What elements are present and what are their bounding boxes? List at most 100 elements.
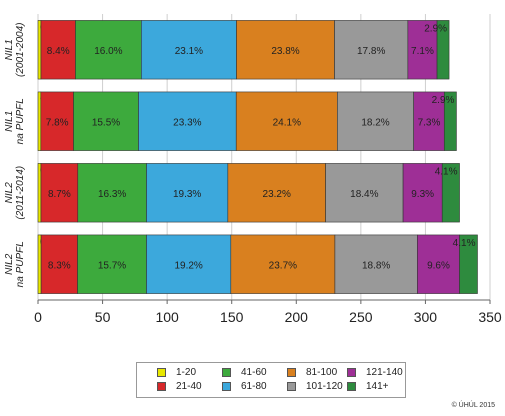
legend-swatch bbox=[347, 368, 356, 377]
data-label: 23.1% bbox=[175, 46, 203, 57]
legend-swatch bbox=[222, 368, 231, 377]
bar-segment bbox=[138, 91, 237, 151]
bars-group: 0.9%8.4%16.0%23.1%23.8%17.8%7.1%2.9%0.8%… bbox=[37, 20, 478, 294]
data-label: 23.7% bbox=[269, 260, 297, 271]
data-label: 19.2% bbox=[174, 260, 202, 271]
category-label: NIL2 bbox=[4, 253, 15, 275]
data-label: 2.9% bbox=[424, 23, 447, 34]
legend-item: 41-60 bbox=[222, 367, 267, 378]
category-label: na PUPFL bbox=[15, 241, 26, 287]
x-axis-label: zásoba dříví [m³/ha b.k.] bbox=[200, 329, 329, 330]
legend-label: 101-120 bbox=[306, 381, 343, 392]
legend-swatch bbox=[287, 368, 296, 377]
bar-segment bbox=[77, 163, 147, 223]
data-label: 19.3% bbox=[173, 189, 201, 200]
data-label: 16.0% bbox=[94, 46, 122, 57]
copyright: © ÚHÚL 2015 bbox=[451, 402, 495, 409]
bar-segment bbox=[417, 234, 460, 294]
category-label: NIL1 bbox=[4, 39, 15, 60]
bar-segment bbox=[73, 91, 139, 151]
bar-segment bbox=[40, 234, 78, 294]
data-label: 15.7% bbox=[98, 260, 126, 271]
data-label: 4.1% bbox=[435, 166, 458, 177]
legend-item: 141+ bbox=[347, 381, 389, 392]
bar-segment bbox=[334, 20, 409, 80]
data-label: 7.8% bbox=[46, 117, 69, 128]
x-tick-label: 250 bbox=[349, 309, 373, 325]
legend-label: 1-20 bbox=[176, 367, 197, 378]
category-label: NIL2 bbox=[4, 182, 15, 204]
data-label: 8.4% bbox=[47, 46, 70, 57]
legend-item: 21-40 bbox=[157, 381, 202, 392]
bar-segment bbox=[441, 163, 460, 223]
bar-segment bbox=[436, 20, 450, 80]
legend-item: 1-20 bbox=[157, 367, 196, 378]
bar-segment bbox=[77, 234, 147, 294]
data-label: 23.2% bbox=[263, 189, 291, 200]
bar-segment bbox=[402, 163, 443, 223]
data-label: 9.6% bbox=[427, 260, 450, 271]
category-label: (2001-2004) bbox=[15, 23, 26, 77]
x-tick-label: 350 bbox=[478, 309, 502, 325]
bar-segment bbox=[141, 20, 237, 80]
data-label: 9.3% bbox=[411, 189, 434, 200]
legend-label: 61-80 bbox=[241, 381, 267, 392]
legend-swatch bbox=[347, 382, 356, 391]
data-label: 23.3% bbox=[173, 117, 201, 128]
legend-label: 41-60 bbox=[241, 367, 267, 378]
legend-swatch bbox=[222, 382, 231, 391]
bar-segment bbox=[146, 234, 232, 294]
legend-label: 81-100 bbox=[306, 367, 338, 378]
legend-label: 141+ bbox=[366, 381, 389, 392]
bar-segment bbox=[337, 91, 414, 151]
data-label: 16.3% bbox=[98, 189, 126, 200]
data-label: 7.1% bbox=[411, 46, 434, 57]
legend-item: 121-140 bbox=[347, 367, 403, 378]
x-tick-label: 150 bbox=[220, 309, 244, 325]
x-tick-label: 200 bbox=[285, 309, 309, 325]
bar-segment bbox=[235, 91, 338, 151]
data-label: 18.2% bbox=[361, 117, 389, 128]
data-label: 4.1% bbox=[453, 238, 476, 249]
data-label: 7.3% bbox=[418, 117, 441, 128]
legend-item: 61-80 bbox=[222, 381, 267, 392]
bar-segment bbox=[236, 20, 335, 80]
bar-segment bbox=[443, 91, 457, 151]
legend-swatch bbox=[287, 382, 296, 391]
bar-segment bbox=[40, 91, 74, 151]
bar-segment bbox=[407, 20, 438, 80]
bar-segment bbox=[40, 163, 79, 223]
bar-segment bbox=[459, 234, 478, 294]
x-tick-label: 300 bbox=[414, 309, 438, 325]
legend-swatch bbox=[157, 368, 166, 377]
category-label: (2011-2014) bbox=[15, 166, 26, 220]
data-label: 17.8% bbox=[357, 46, 385, 57]
data-label: 18.4% bbox=[350, 189, 378, 200]
legend: 1-20 21-40 41-60 61-80 81-100 101-120 121-140 1… bbox=[136, 362, 406, 398]
category-label: na PUPFL bbox=[15, 98, 26, 144]
bar-segment bbox=[75, 20, 142, 80]
legend-label: 121-140 bbox=[366, 367, 403, 378]
bar-segment bbox=[325, 163, 404, 223]
data-label: 24.1% bbox=[273, 117, 301, 128]
x-tick-label: 100 bbox=[155, 309, 179, 325]
category-label: NIL1 bbox=[4, 111, 15, 132]
data-label: 2.9% bbox=[432, 95, 455, 106]
bar-segment bbox=[334, 234, 418, 294]
data-label: 18.8% bbox=[362, 260, 390, 271]
x-tick-label: 0 bbox=[34, 309, 42, 325]
data-label: 8.3% bbox=[48, 260, 71, 271]
legend-item: 81-100 bbox=[287, 367, 337, 378]
stacked-bar-chart: 0.9%8.4%16.0%23.1%23.8%17.8%7.1%2.9%0.8%… bbox=[4, 14, 502, 330]
data-label: 8.7% bbox=[48, 189, 71, 200]
legend-item: 101-120 bbox=[287, 381, 343, 392]
x-axis-ticks: 0 50 100 150 200 250 300 350 bbox=[34, 300, 502, 325]
data-label: 15.5% bbox=[92, 117, 120, 128]
bar-segment bbox=[146, 163, 229, 223]
data-label: 23.8% bbox=[271, 46, 299, 57]
bar-segment bbox=[227, 163, 326, 223]
legend-swatch bbox=[157, 382, 166, 391]
legend-label: 21-40 bbox=[176, 381, 202, 392]
x-tick-label: 50 bbox=[95, 309, 111, 325]
